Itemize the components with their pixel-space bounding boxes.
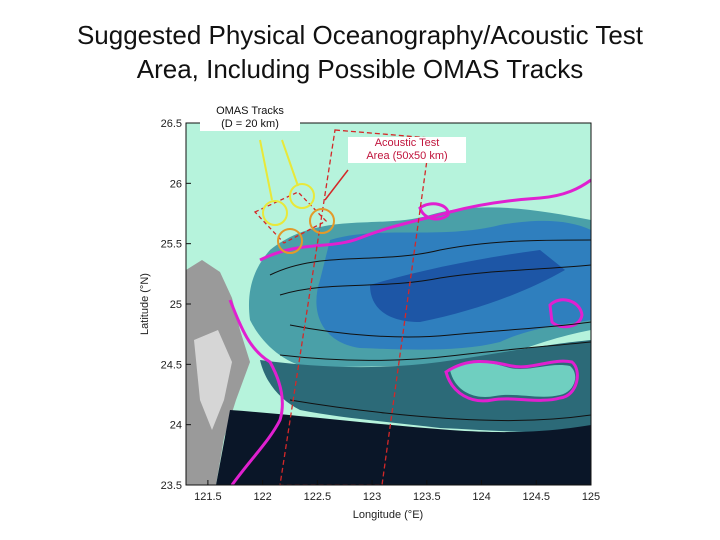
omas-circle-orange-1: [277, 228, 303, 254]
x-tick-label: 122: [253, 491, 271, 503]
omas-callout-line-2: (D = 20 km): [221, 118, 279, 130]
x-tick-label: 121.5: [194, 491, 222, 503]
contour-line-2: [279, 264, 591, 296]
y-tick-label: 23.5: [161, 480, 182, 492]
y-tick-label: 26.5: [161, 118, 182, 130]
omas-circle-yellow-2: [289, 183, 315, 209]
omas-callout-line-1: OMAS Tracks: [216, 105, 284, 117]
map-layers: [186, 123, 591, 485]
omas-track-square: [253, 191, 328, 244]
contour-line-1: [269, 239, 591, 276]
omas-tracks-callout: OMAS Tracks (D = 20 km): [200, 105, 300, 131]
contour-line-3: [289, 321, 591, 338]
contour-shelf-edge: [259, 178, 591, 262]
contour-island-ring: [444, 359, 579, 403]
y-axis-label: Latitude (°N): [139, 273, 151, 335]
land-highlight: [194, 330, 232, 430]
contour-line-5: [289, 399, 591, 422]
x-tick-label: 123: [363, 491, 381, 503]
trough-region: [216, 410, 591, 485]
x-tick-label: 124: [472, 491, 490, 503]
x-tick-label: 122.5: [304, 491, 332, 503]
island-ridge: [450, 362, 576, 397]
acoustic-test-area-box: [279, 129, 431, 485]
contour-line-4: [279, 341, 591, 361]
title-line-1: Suggested Physical Oceanography/Acoustic…: [76, 20, 644, 50]
x-axis-label: Longitude (°E): [353, 509, 423, 521]
contour-coast: [228, 299, 284, 485]
y-tick-label: 25: [170, 299, 182, 311]
omas-pointer-yellow: [259, 139, 273, 201]
title-line-2: Area, Including Possible OMAS Tracks: [136, 54, 584, 84]
y-tick-label: 26: [170, 178, 182, 190]
y-tick-label: 24: [170, 420, 182, 432]
contours-magenta: [228, 178, 591, 485]
omas-circle-yellow-1: [262, 200, 288, 226]
outer-slope-region: [260, 340, 591, 433]
contour-small-island: [548, 298, 584, 329]
bathymetry-map-figure: 121.5 122 122.5 123 123.5 124 124.5 125 26.5 26 2…: [120, 100, 620, 530]
x-tick-label: 125: [582, 491, 600, 503]
contour-north-islet: [418, 202, 450, 221]
x-tick-label: 123.5: [413, 491, 441, 503]
deep-basin-region: [370, 250, 565, 322]
acoustic-pointer: [324, 169, 349, 201]
acoustic-callout-line-1: Acoustic Test: [374, 137, 440, 149]
x-axis-ticks: 121.5 122 122.5 123 123.5 124 124.5 125: [194, 480, 600, 503]
x-tick-label: 124.5: [523, 491, 551, 503]
y-tick-label: 25.5: [161, 239, 182, 251]
slide-title: Suggested Physical Oceanography/Acoustic…: [0, 18, 720, 86]
y-axis-ticks: 26.5 26 25.5 25 24.5 24 23.5: [161, 118, 191, 492]
contours-black: [269, 239, 591, 422]
acoustic-callout-line-2: Area (50x50 km): [366, 150, 448, 162]
omas-circle-orange-2: [309, 208, 335, 234]
omas-pointer-yellow-2: [281, 139, 299, 187]
y-tick-label: 24.5: [161, 359, 182, 371]
acoustic-test-area-callout: Acoustic Test Area (50x50 km): [348, 137, 466, 163]
bathymetry-map: 121.5 122 122.5 123 123.5 124 124.5 125 26.5262…: [139, 118, 600, 521]
